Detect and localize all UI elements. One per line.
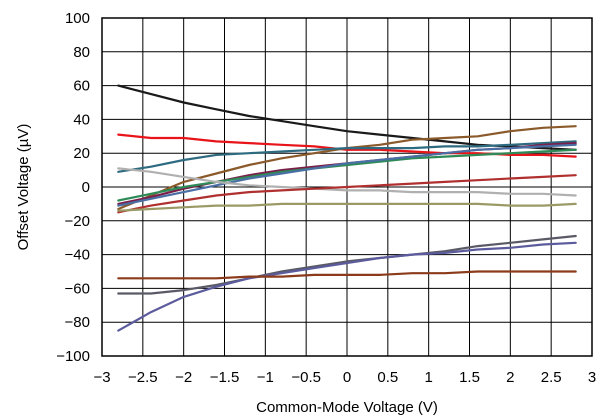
series-line-13 xyxy=(117,270,577,280)
x-tick-label: 2.5 xyxy=(541,369,562,386)
y-tick-label: 100 xyxy=(65,10,90,27)
grid xyxy=(102,18,592,356)
x-tick-label: 1.5 xyxy=(459,369,480,386)
plot-frame xyxy=(101,17,593,357)
x-tick-label: 0 xyxy=(343,369,351,386)
x-axis-label: Common-Mode Voltage (V) xyxy=(256,399,438,416)
y-axis-label: Offset Voltage (µV) xyxy=(15,124,32,251)
x-tick-label: −1 xyxy=(257,369,274,386)
x-axis-ticks: −3 −2.5 −2 −1.5 −1 −0.5 0 0.5 1 1.5 2 2.5 3 xyxy=(93,369,596,386)
series-line-9 xyxy=(117,174,577,214)
y-axis-ticks: −100 −80 −60 −40 −20 0 20 40 60 80 100 xyxy=(56,10,90,365)
series-line-12 xyxy=(117,241,577,332)
x-tick-label: −2.5 xyxy=(128,369,158,386)
series-line-8 xyxy=(117,167,577,197)
x-tick-label: 3 xyxy=(588,369,596,386)
x-tick-label: −3 xyxy=(93,369,110,386)
y-tick-label: 40 xyxy=(73,111,90,128)
series-line-4 xyxy=(117,140,577,173)
y-tick-label: −20 xyxy=(65,213,90,230)
x-tick-label: −1.5 xyxy=(210,369,240,386)
y-tick-label: −40 xyxy=(65,247,90,264)
y-tick-label: 80 xyxy=(73,44,90,61)
x-tick-label: −0.5 xyxy=(291,369,321,386)
y-tick-label: −100 xyxy=(56,348,90,365)
y-tick-label: 20 xyxy=(73,145,90,162)
series-line-10 xyxy=(117,202,577,212)
y-tick-label: 60 xyxy=(73,78,90,95)
series-layer xyxy=(117,84,577,332)
x-tick-label: 1 xyxy=(424,369,432,386)
x-tick-label: 0.5 xyxy=(377,369,398,386)
y-tick-label: −80 xyxy=(65,314,90,331)
series-line-7 xyxy=(117,143,577,207)
y-tick-label: −60 xyxy=(65,280,90,297)
y-tick-label: 0 xyxy=(82,179,90,196)
x-tick-label: 2 xyxy=(506,369,514,386)
series-line-6 xyxy=(117,148,577,202)
x-tick-label: −2 xyxy=(175,369,192,386)
series-line-11 xyxy=(117,234,577,295)
